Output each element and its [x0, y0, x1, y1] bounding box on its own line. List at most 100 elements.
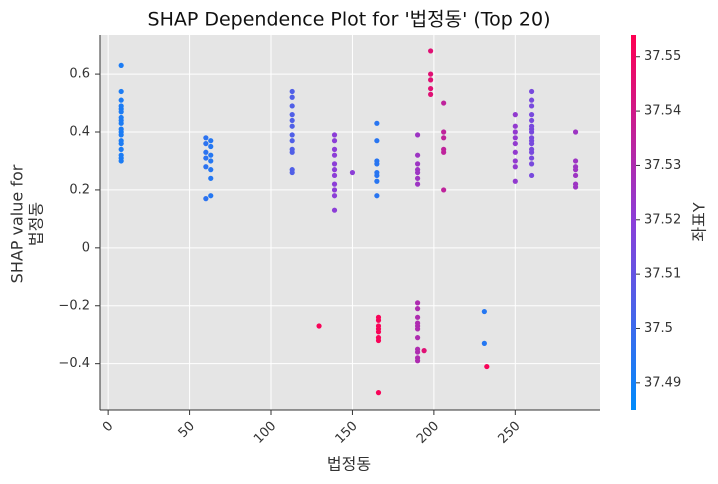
- point: [118, 109, 124, 115]
- point: [203, 140, 209, 147]
- point: [289, 94, 295, 100]
- colorbar-label: 좌표Y: [690, 202, 709, 241]
- point: [512, 158, 518, 164]
- point: [375, 329, 382, 335]
- point: [512, 112, 518, 118]
- point: [421, 348, 427, 354]
- colorbar-tick-label: 37.55: [644, 49, 681, 64]
- point: [528, 172, 535, 179]
- point: [331, 187, 338, 193]
- point: [208, 138, 214, 144]
- colorbar-tick-label: 37.5: [644, 321, 673, 336]
- x-tick-label: 250: [495, 419, 523, 447]
- point: [208, 158, 214, 164]
- point: [481, 308, 487, 315]
- point: [428, 85, 434, 92]
- point: [374, 172, 380, 179]
- point: [414, 349, 421, 355]
- point: [118, 146, 124, 152]
- point: [528, 161, 535, 167]
- point: [118, 88, 124, 95]
- y-tick-label: −0.4: [58, 356, 90, 371]
- point: [289, 132, 295, 138]
- point: [441, 129, 447, 135]
- point: [203, 135, 209, 141]
- point: [572, 172, 579, 179]
- point: [118, 158, 124, 164]
- point: [481, 340, 487, 346]
- chart-title: SHAP Dependence Plot for '법정동' (Top 20): [148, 9, 551, 31]
- y-tick-label: 0.6: [69, 67, 90, 82]
- point: [414, 181, 421, 187]
- point: [414, 300, 421, 306]
- colorbar-tick-label: 37.53: [644, 158, 681, 173]
- point: [118, 132, 124, 138]
- point: [331, 132, 338, 138]
- point: [331, 172, 338, 179]
- point: [414, 175, 421, 181]
- point: [289, 112, 295, 118]
- point: [512, 129, 518, 135]
- point: [428, 48, 434, 54]
- point: [441, 135, 447, 141]
- y-tick-label: 0: [82, 240, 90, 255]
- point: [208, 167, 214, 173]
- point: [289, 103, 295, 109]
- point: [289, 123, 295, 129]
- point: [289, 149, 295, 155]
- x-tick-label: 100: [251, 419, 279, 447]
- point: [331, 193, 338, 199]
- x-tick-label: 200: [414, 419, 442, 447]
- point: [374, 120, 380, 126]
- point: [414, 335, 421, 341]
- point: [203, 196, 209, 202]
- point: [118, 120, 124, 126]
- point: [375, 317, 382, 323]
- point: [528, 88, 535, 95]
- point: [428, 71, 434, 77]
- point: [118, 140, 124, 147]
- point: [572, 158, 579, 164]
- y-tick-label: 0.4: [69, 125, 90, 140]
- point: [512, 123, 518, 129]
- point: [512, 140, 518, 147]
- point: [512, 149, 518, 155]
- point: [528, 129, 535, 135]
- point: [375, 337, 382, 344]
- point: [414, 306, 421, 312]
- point: [528, 155, 535, 161]
- point: [208, 143, 214, 150]
- point: [374, 193, 380, 199]
- point: [331, 167, 338, 173]
- point: [414, 169, 421, 176]
- point: [203, 155, 209, 161]
- point: [528, 97, 535, 103]
- x-axis-label: 법정동: [327, 455, 371, 474]
- point: [414, 152, 421, 158]
- point: [208, 152, 214, 158]
- point: [331, 138, 338, 144]
- point: [208, 175, 214, 181]
- point: [331, 181, 338, 187]
- point: [316, 323, 322, 329]
- y-axis-label: SHAP value for: [8, 164, 27, 283]
- point: [289, 138, 295, 144]
- colorbar-tick-label: 37.49: [644, 375, 681, 390]
- point: [414, 161, 421, 167]
- point: [428, 91, 434, 97]
- point: [512, 164, 518, 170]
- point: [414, 358, 421, 364]
- point: [374, 161, 380, 167]
- point: [374, 138, 380, 144]
- point: [203, 164, 209, 170]
- point: [331, 146, 338, 152]
- point: [572, 129, 579, 135]
- point: [528, 149, 535, 155]
- point: [118, 62, 124, 69]
- x-tick-label: 150: [333, 419, 361, 447]
- point: [572, 167, 579, 173]
- colorbar-tick-label: 37.51: [644, 267, 681, 282]
- point: [289, 88, 295, 95]
- point: [428, 77, 434, 83]
